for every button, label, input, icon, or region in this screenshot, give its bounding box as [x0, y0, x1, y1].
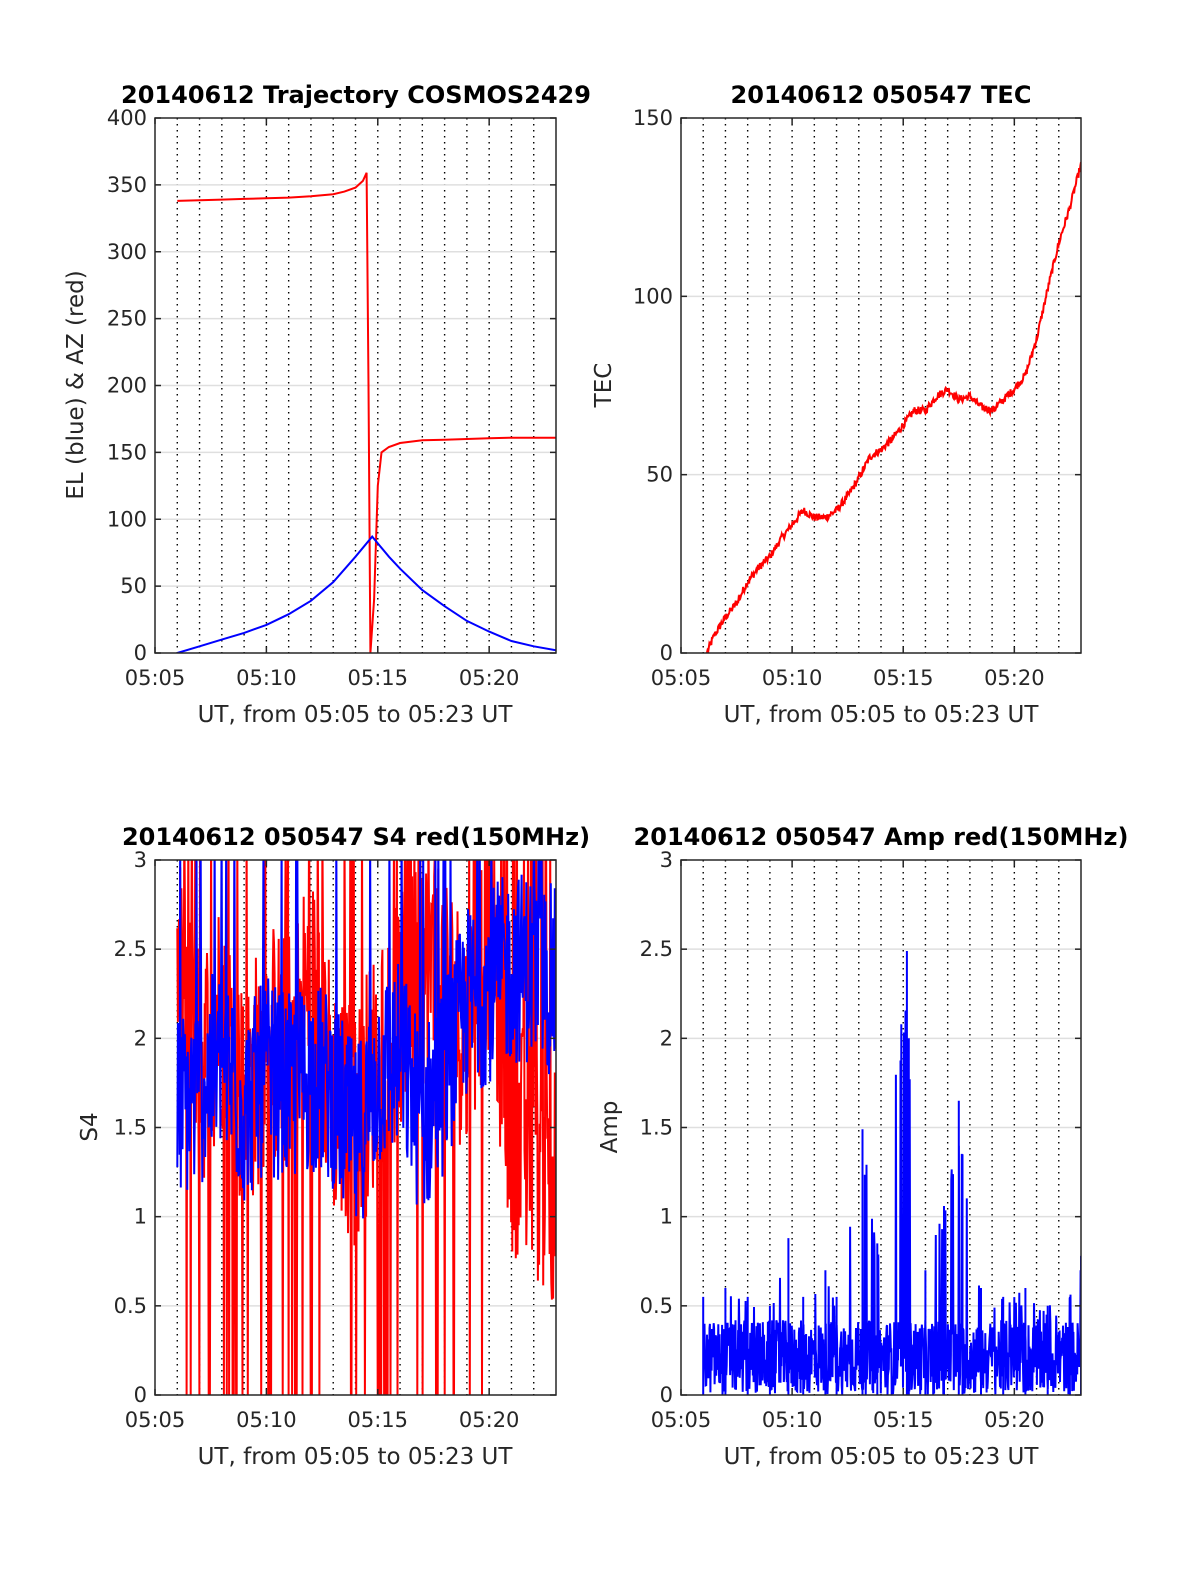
y-tick-label: 100	[633, 284, 673, 308]
y-axis-label: TEC	[591, 363, 617, 409]
y-axis-label: Amp	[597, 1101, 623, 1154]
y-tick-label: 0.5	[114, 1294, 147, 1318]
x-axis-label: UT, from 05:05 to 05:23 UT	[198, 1444, 514, 1470]
x-axis-label: UT, from 05:05 to 05:23 UT	[724, 702, 1040, 728]
y-tick-label: 2.5	[640, 937, 673, 961]
x-tick-label: 05:10	[236, 1408, 297, 1432]
panel-s4: 20140612 050547 S4 red(150MHz) UT, from …	[77, 823, 590, 1470]
x-tick-label: 05:10	[762, 666, 823, 690]
y-axis-label: EL (blue) & AZ (red)	[63, 270, 89, 499]
x-tick-label: 05:10	[762, 1408, 823, 1432]
x-tick-label: 05:15	[873, 666, 934, 690]
y-tick-label: 400	[107, 106, 147, 130]
series-group	[177, 172, 556, 653]
y-tick-label: 3	[660, 848, 673, 872]
y-tick-label: 250	[107, 307, 147, 331]
panel-tec: 20140612 050547 TEC UT, from 05:05 to 05…	[591, 81, 1082, 728]
panel-amp: 20140612 050547 Amp red(150MHz) UT, from…	[597, 823, 1128, 1470]
series-group	[702, 951, 1081, 1395]
series-line	[705, 161, 1081, 653]
x-tick-label: 05:05	[651, 666, 712, 690]
x-tick-label: 05:05	[651, 1408, 712, 1432]
chart-title: 20140612 050547 Amp red(150MHz)	[634, 823, 1129, 851]
x-tick-label: 05:15	[348, 666, 409, 690]
y-tick-label: 350	[107, 173, 147, 197]
x-tick-label: 05:20	[459, 1408, 520, 1432]
x-axis-label: UT, from 05:05 to 05:23 UT	[198, 702, 514, 728]
axes-box	[680, 117, 1082, 654]
y-tick-label: 150	[633, 106, 673, 130]
y-axis-label: S4	[77, 1112, 103, 1141]
chart-title: 20140612 Trajectory COSMOS2429	[121, 81, 591, 109]
x-tick-label: 05:20	[459, 666, 520, 690]
x-tick-label: 05:20	[984, 1408, 1045, 1432]
y-tick-label: 1.5	[114, 1116, 147, 1140]
x-axis-label: UT, from 05:05 to 05:23 UT	[724, 1444, 1040, 1470]
series-group	[176, 860, 556, 1395]
x-tick-label: 05:05	[125, 666, 186, 690]
y-tick-label: 2.5	[114, 937, 147, 961]
y-tick-label: 0.5	[640, 1294, 673, 1318]
series-line	[177, 172, 556, 653]
chart-title: 20140612 050547 S4 red(150MHz)	[122, 823, 590, 851]
y-tick-label: 0	[660, 641, 673, 665]
y-tick-label: 1	[660, 1205, 673, 1229]
x-tick-label: 05:10	[236, 666, 297, 690]
y-tick-label: 150	[107, 440, 147, 464]
series-line	[176, 860, 556, 1219]
series-line	[177, 535, 556, 653]
y-tick-label: 100	[107, 507, 147, 531]
series-line	[702, 951, 1081, 1395]
x-tick-label: 05:15	[348, 1408, 409, 1432]
chart-title: 20140612 050547 TEC	[731, 81, 1032, 109]
panel-trajectory: 20140612 Trajectory COSMOS2429 UT, from …	[63, 81, 591, 728]
y-tick-label: 0	[660, 1383, 673, 1407]
y-tick-label: 0	[134, 1383, 147, 1407]
y-tick-label: 2	[134, 1026, 147, 1050]
y-tick-label: 3	[134, 848, 147, 872]
y-tick-label: 50	[120, 574, 147, 598]
x-tick-label: 05:05	[125, 1408, 186, 1432]
x-tick-label: 05:15	[873, 1408, 934, 1432]
y-tick-label: 300	[107, 240, 147, 264]
x-tick-label: 05:20	[984, 666, 1045, 690]
y-tick-label: 1.5	[640, 1116, 673, 1140]
y-tick-label: 1	[134, 1205, 147, 1229]
y-tick-label: 200	[107, 374, 147, 398]
y-tick-label: 50	[646, 463, 673, 487]
y-tick-label: 2	[660, 1026, 673, 1050]
series-group	[705, 161, 1081, 653]
y-tick-label: 0	[134, 641, 147, 665]
